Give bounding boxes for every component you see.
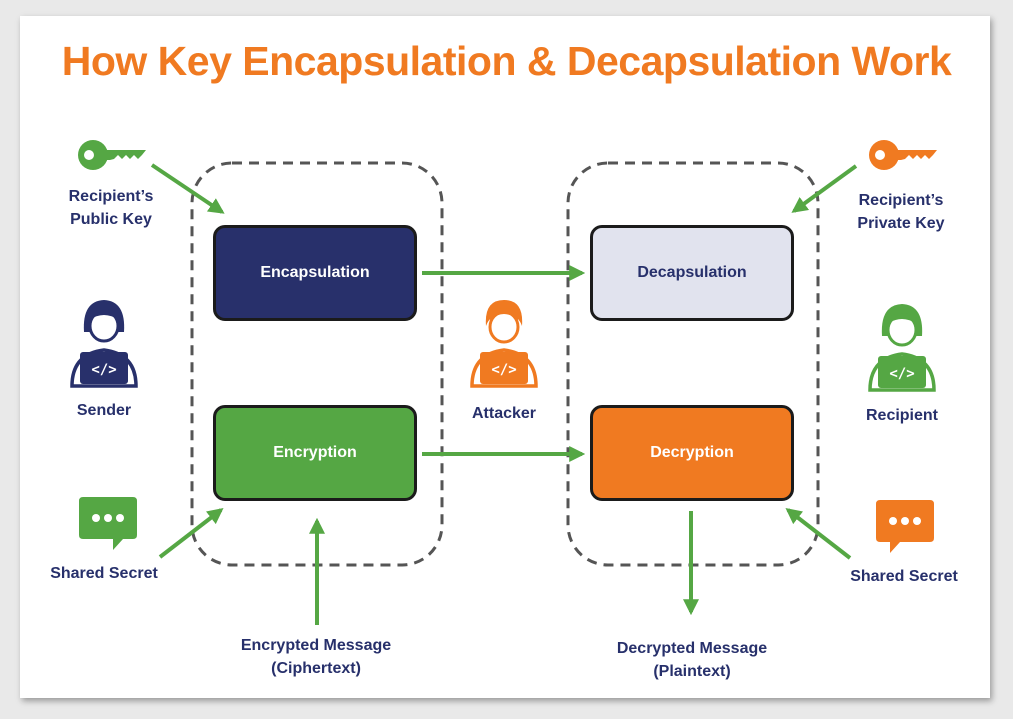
- sender-person-icon: </>: [70, 300, 138, 388]
- shared-secret-right-icon: [876, 500, 934, 553]
- recipient-side-group: [566, 161, 820, 567]
- public-key-label-line1: Recipient’s: [68, 188, 154, 205]
- attacker-code-glyph: </>: [491, 362, 516, 378]
- public-key-label: Recipient’s Public Key: [48, 185, 174, 231]
- sender-code-glyph: </>: [91, 362, 116, 378]
- shared-secret-left-arrow: [158, 508, 224, 559]
- private-key-label-line1: Recipient’s: [858, 192, 944, 209]
- encrypted-message-label: Encrypted Message (Ciphertext): [226, 634, 406, 680]
- attacker-label: Attacker: [471, 405, 537, 422]
- sender-side-group: [190, 161, 444, 567]
- recipient-code-glyph: </>: [889, 366, 914, 382]
- private-key-label: Recipient’s Private Key: [838, 189, 964, 235]
- encryption-label: Encryption: [273, 444, 357, 461]
- shared-secret-left-label: Shared Secret: [50, 565, 158, 582]
- encrypted-message-line2: (Ciphertext): [271, 660, 361, 677]
- encapsulation-label: Encapsulation: [260, 264, 370, 281]
- private-key-label-line2: Private Key: [857, 215, 945, 232]
- shared-secret-left-icon: [79, 497, 137, 550]
- private-key-icon: [869, 140, 937, 170]
- public-key-icon: [78, 140, 146, 170]
- public-key-label-line2: Public Key: [70, 211, 152, 228]
- encapsulation-box: Encapsulation: [213, 225, 417, 321]
- shared-secret-right-label: Shared Secret: [850, 568, 958, 585]
- public-key-arrow: [150, 163, 225, 214]
- sender-label: Sender: [76, 402, 132, 419]
- attacker-person-icon: </>: [470, 300, 538, 388]
- recipient-label: Recipient: [865, 407, 938, 424]
- decapsulation-box: Decapsulation: [590, 225, 794, 321]
- shared-secret-right-arrow: [785, 508, 852, 560]
- encrypted-message-line1: Encrypted Message: [240, 637, 392, 654]
- decryption-label: Decryption: [650, 444, 734, 461]
- recipient-person-icon: </>: [868, 304, 936, 392]
- decryption-box: Decryption: [590, 405, 794, 501]
- decrypted-message-line1: Decrypted Message: [616, 640, 768, 657]
- page-title: How Key Encapsulation & Decapsulation Wo…: [61, 38, 952, 84]
- private-key-arrow: [791, 164, 858, 213]
- decrypted-message-label: Decrypted Message (Plaintext): [602, 637, 782, 683]
- encryption-box: Encryption: [213, 405, 417, 501]
- decrypted-message-line2: (Plaintext): [653, 663, 731, 680]
- decapsulation-label: Decapsulation: [637, 264, 747, 281]
